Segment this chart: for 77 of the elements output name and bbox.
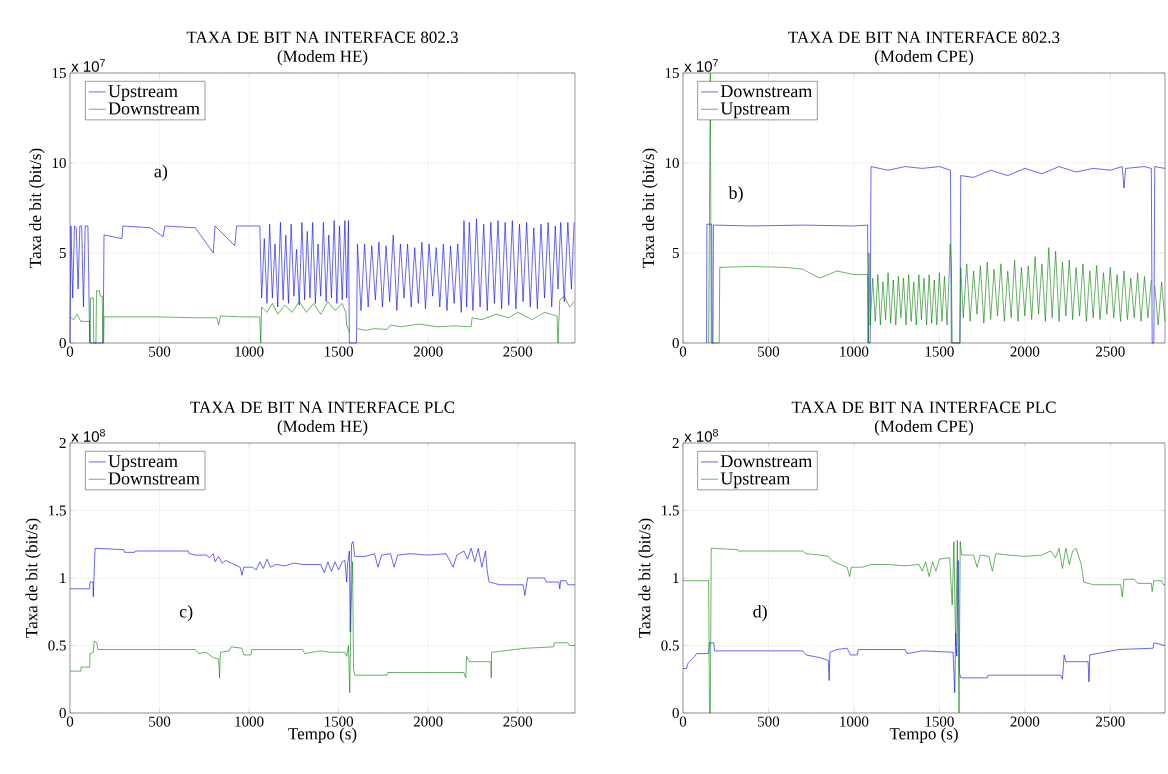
y-tick-label: 0: [59, 337, 66, 349]
x-axis-title: Tempo (s): [889, 727, 958, 743]
chart-subtitle: (Modem HE): [277, 420, 368, 436]
legend-label: Upstream: [108, 455, 178, 471]
x-axis-title: Tempo (s): [288, 727, 357, 743]
y-axis-title: Taxa de bit (bit/s): [642, 148, 658, 268]
annotation: b): [728, 186, 743, 203]
x-tick-label: 1000: [840, 346, 869, 357]
y-tick-label: 0.5: [661, 640, 679, 651]
y-tick-label: 5: [672, 248, 679, 258]
y-axis-title: Taxa de bit (bit/s): [29, 148, 45, 268]
y-tick-label: 15: [665, 67, 679, 79]
x-tick-label: 500: [149, 346, 171, 357]
y-tick-label: 2: [59, 438, 66, 448]
x-tick-label: 500: [758, 716, 780, 727]
text: x 10$^{7}$: [71, 59, 105, 72]
line-series: [682, 560, 1166, 694]
line-series: [682, 539, 1166, 714]
annotation: c): [179, 604, 193, 622]
y-tick-label: 0: [672, 337, 679, 349]
line-series: [706, 166, 1166, 344]
x-tick-label: 1000: [840, 716, 869, 727]
annotation: a): [154, 164, 168, 182]
x-tick-label: 2000: [413, 346, 443, 357]
x-tick-label: 0: [66, 716, 74, 727]
chart-subtitle: (Modem CPE): [874, 50, 974, 66]
x-tick-label: 0: [679, 346, 687, 357]
x-tick-label: 1500: [324, 716, 354, 727]
x-tick-label: 0: [66, 346, 74, 357]
x-tick-label: 2000: [413, 716, 443, 727]
legend-label: Downstream: [720, 85, 813, 98]
x-tick-label: 1500: [324, 346, 354, 357]
x-tick-label: 2500: [1095, 346, 1125, 357]
y-tick-label: 0: [59, 707, 66, 719]
x-tick-label: 500: [149, 716, 171, 727]
y-tick-label: 1: [673, 573, 679, 583]
y-tick-label: 2: [672, 438, 679, 448]
text: x 10$^{8}$: [71, 429, 105, 442]
x-tick-label: 0: [679, 716, 687, 727]
legend-label: Downstream: [720, 455, 813, 468]
y-tick-label: 1: [60, 573, 66, 583]
legend-label: Downstream: [108, 472, 200, 485]
text: x 10$^{7}$: [684, 59, 718, 72]
chart-title: TAXA DE BIT NA INTERFACE 802.3: [788, 31, 1060, 44]
text: x 10$^{8}$: [684, 429, 718, 442]
legend-label: Upstream: [108, 85, 178, 101]
x-tick-label: 1500: [925, 716, 954, 727]
x-tick-label: 2500: [503, 346, 533, 357]
x-tick-label: 2000: [1010, 716, 1040, 727]
y-tick-label: 10: [665, 157, 679, 169]
y-tick-label: 1.5: [49, 505, 66, 516]
y-axis-title: Taxa de bit (bit/s): [638, 518, 654, 638]
y-tick-label: 10: [52, 157, 66, 169]
x-tick-label: 500: [758, 346, 780, 357]
line-series: [69, 218, 575, 344]
x-tick-label: 2500: [503, 716, 533, 727]
y-tick-label: 5: [59, 248, 66, 258]
chart-title: TAXA DE BIT NA INTERFACE PLC: [190, 401, 455, 414]
x-tick-label: 2000: [1010, 346, 1040, 357]
chart-title: TAXA DE BIT NA INTERFACE PLC: [791, 401, 1056, 414]
chart-title: TAXA DE BIT NA INTERFACE 802.3: [186, 31, 458, 44]
x-tick-label: 1000: [235, 716, 264, 727]
legend-label: Downstream: [108, 102, 200, 115]
line-series: [69, 561, 576, 694]
y-tick-label: 1.5: [662, 505, 679, 516]
legend-label: Upstream: [720, 472, 791, 489]
y-tick-label: 0: [672, 707, 679, 719]
annotation: d): [753, 604, 767, 622]
x-tick-label: 2500: [1095, 716, 1125, 727]
chart-subtitle: (Modem CPE): [874, 420, 974, 436]
y-tick-label: 0.5: [48, 640, 66, 651]
y-tick-label: 15: [52, 67, 66, 79]
chart-subtitle: (Modem HE): [277, 50, 368, 66]
x-tick-label: 1500: [925, 346, 954, 357]
x-tick-label: 1000: [235, 346, 264, 357]
legend-label: Upstream: [720, 102, 791, 119]
y-axis-title: Taxa de bit (bit/s): [25, 518, 41, 638]
